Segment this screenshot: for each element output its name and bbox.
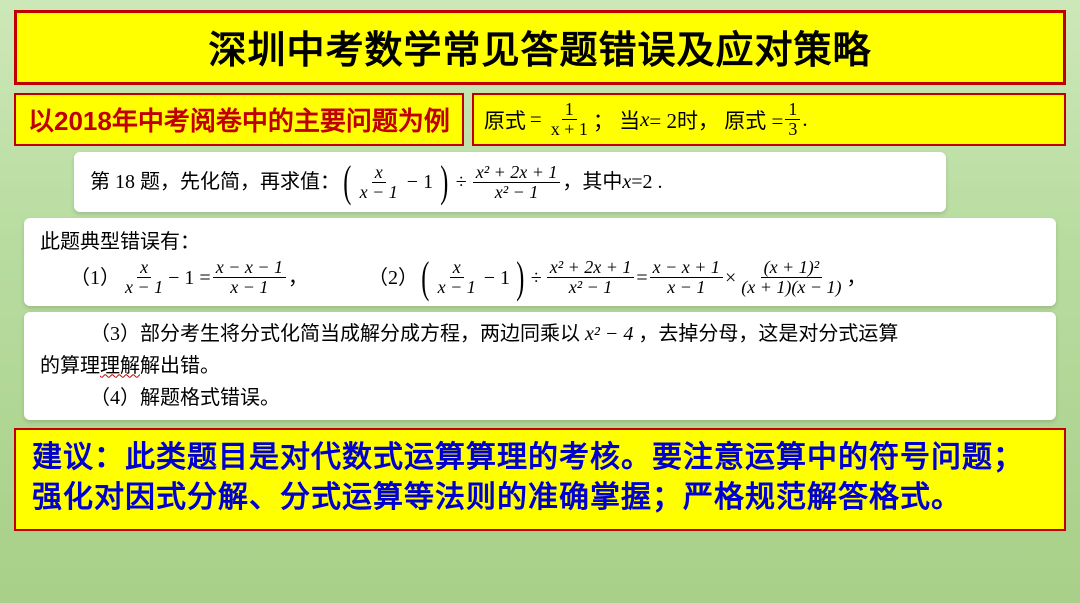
frac-den: x² − 1 xyxy=(492,183,542,202)
answer-prefix: 原式 xyxy=(484,105,526,135)
frac-num: x − x + 1 xyxy=(650,258,723,278)
advice-box: 建议：此类题目是对代数式运算算理的考核。要注意运算中的符号问题；强化对因式分解、… xyxy=(14,428,1066,531)
answer-end: . xyxy=(802,107,807,132)
frac-num: x xyxy=(137,258,151,278)
e2-f1: x x − 1 xyxy=(435,258,479,297)
answer-expression: 原式 = 1 x + 1 ； 当 x = 2时， 原式 = 1 3 . xyxy=(484,100,808,139)
e2-comma: ， xyxy=(846,262,866,294)
errors-panel-1: 此题典型错误有： （1） x x − 1 − 1 = x − x − 1 x −… xyxy=(24,218,1056,306)
errors-row: （1） x x − 1 − 1 = x − x − 1 x − 1 ， （2） … xyxy=(40,258,1040,298)
q18-minus1: − 1 xyxy=(407,166,433,198)
paren-right-icon: ) xyxy=(440,162,448,202)
title-banner: 深圳中考数学常见答题错误及应对策略 xyxy=(14,10,1066,85)
q18-frac2: x² + 2x + 1 x² − 1 xyxy=(473,163,561,202)
frac-den: x − 1 xyxy=(227,278,271,297)
e2-times: × xyxy=(725,262,736,294)
answer-mid: ； 当 xyxy=(593,105,640,135)
e3-wavy: 理解 xyxy=(100,355,140,377)
e1-lhs: x x − 1 xyxy=(122,258,166,297)
e2-f3: x − x + 1 x − 1 xyxy=(650,258,723,297)
page-title: 深圳中考数学常见答题错误及应对策略 xyxy=(208,30,871,72)
answer-eq: = xyxy=(530,107,542,132)
q18-frac1: x x − 1 xyxy=(357,163,401,202)
advice-text: 建议：此类题目是对代数式运算算理的考核。要注意运算中的符号问题；强化对因式分解、… xyxy=(32,441,1024,515)
subtitle-box: 以2018年中考阅卷中的主要问题为例 xyxy=(14,93,464,146)
frac-den: 3 xyxy=(785,120,800,139)
e2-div: ÷ xyxy=(531,262,542,294)
q18-label: 第 18 题，先化简，再求值： xyxy=(90,166,340,198)
frac-den: x² − 1 xyxy=(566,278,616,297)
answer-frac1: 1 x + 1 xyxy=(548,100,591,139)
frac-num: x² + 2x + 1 xyxy=(547,258,635,278)
q18-expression: 第 18 题，先化简，再求值： ( x x − 1 − 1 ) ÷ x² + 2… xyxy=(90,162,663,202)
q18-x: x xyxy=(622,166,631,198)
answer-x: x xyxy=(640,107,649,132)
e3-post: ，去掉分母，这是对分式运算 xyxy=(638,323,898,345)
e1-rhs: x − x − 1 x − 1 xyxy=(213,258,286,297)
e1-mid: − 1 = xyxy=(168,262,211,294)
e2-minus1: − 1 xyxy=(484,262,510,294)
q18-div: ÷ xyxy=(456,166,467,198)
subtitle-text: 以2018年中考阅卷中的主要问题为例 xyxy=(28,101,450,138)
frac-num: x² + 2x + 1 xyxy=(473,163,561,183)
frac-num: x xyxy=(372,163,386,183)
answer-frac2: 1 3 xyxy=(785,100,800,139)
e2-label: （2） xyxy=(368,262,418,294)
e2-f4: (x + 1)² (x + 1)(x − 1) xyxy=(738,258,844,297)
paren-left-icon: ( xyxy=(343,162,351,202)
frac-den: x + 1 xyxy=(548,120,591,139)
e1-comma: ， xyxy=(288,262,308,294)
e3-expr: x² − 4 xyxy=(585,323,633,345)
e3-line2b: 解出错。 xyxy=(140,355,220,377)
frac-den: x − 1 xyxy=(435,278,479,297)
answer-box: 原式 = 1 x + 1 ； 当 x = 2时， 原式 = 1 3 . xyxy=(472,93,1066,146)
error-1: （1） x x − 1 − 1 = x − x − 1 x − 1 ， xyxy=(70,258,308,297)
question-18-panel: 第 18 题，先化简，再求值： ( x x − 1 − 1 ) ÷ x² + 2… xyxy=(74,152,946,212)
frac-num: x − x − 1 xyxy=(213,258,286,278)
e3-pre: （3）部分考生将分式化简当成解分成方程，两边同乘以 xyxy=(90,323,585,345)
header-row: 以2018年中考阅卷中的主要问题为例 原式 = 1 x + 1 ； 当 x = … xyxy=(14,93,1066,146)
paren-right-icon: ) xyxy=(516,258,524,298)
errors-panel-2: （3）部分考生将分式化简当成解分成方程，两边同乘以 x² − 4 ，去掉分母，这… xyxy=(24,312,1056,420)
paren-left-icon: ( xyxy=(421,258,429,298)
error-4: （4）解题格式错误。 xyxy=(90,382,1040,414)
frac-num: 1 xyxy=(785,100,800,120)
frac-num: 1 xyxy=(562,100,577,120)
q18-tail: ，其中 xyxy=(562,166,622,198)
error-2: （2） ( x x − 1 − 1 ) ÷ x² + 2x + 1 x² − 1… xyxy=(368,258,866,298)
frac-num: x xyxy=(450,258,464,278)
e2-eq: = xyxy=(636,262,647,294)
error-3: （3）部分考生将分式化简当成解分成方程，两边同乘以 x² − 4 ，去掉分母，这… xyxy=(90,318,1040,350)
e3-line2a: 的算理 xyxy=(40,355,100,377)
frac-num: (x + 1)² xyxy=(761,258,823,278)
frac-den: (x + 1)(x − 1) xyxy=(738,278,844,297)
q18-tail2: =2 . xyxy=(631,166,662,198)
frac-den: x − 1 xyxy=(357,183,401,202)
e2-f2: x² + 2x + 1 x² − 1 xyxy=(547,258,635,297)
frac-den: x − 1 xyxy=(122,278,166,297)
answer-mid2: = 2时， 原式 = xyxy=(649,105,783,135)
e1-label: （1） xyxy=(70,262,120,294)
error-3-line2: 的算理理解解出错。 xyxy=(40,350,1040,382)
errors-heading: 此题典型错误有： xyxy=(40,226,1040,258)
frac-den: x − 1 xyxy=(664,278,708,297)
